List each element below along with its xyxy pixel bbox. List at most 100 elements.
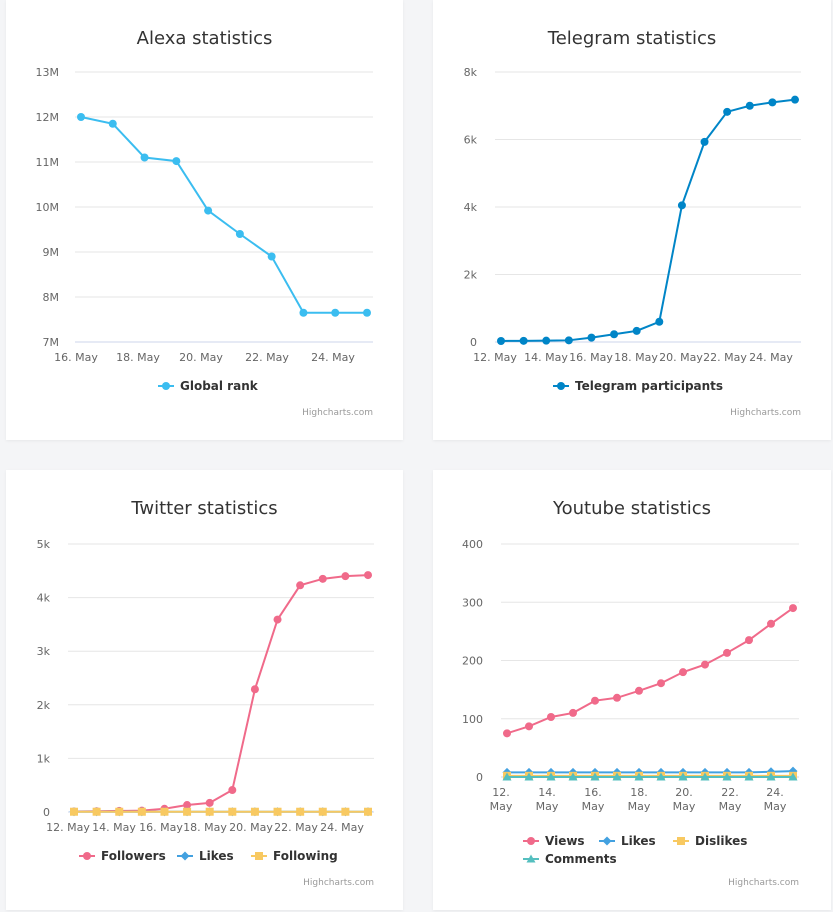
youtube-x-tick-label-line: 14. xyxy=(538,786,556,799)
twitter-followers-point xyxy=(205,798,214,807)
alexa-x-tick-label: 20. May xyxy=(179,351,223,364)
telegram-y-tick-label: 6k xyxy=(464,134,478,147)
twitter-chart-title: Twitter statistics xyxy=(130,498,277,519)
alexa-global-rank-series-line xyxy=(80,116,367,314)
youtube-views-point xyxy=(789,604,797,613)
telegram-telegram-participants-point xyxy=(700,137,709,146)
twitter-followers-point xyxy=(364,571,372,580)
twitter-followers-legend-symbol xyxy=(83,852,91,860)
telegram-y-tick-label: 0 xyxy=(470,336,477,349)
alexa-global-rank-point xyxy=(235,230,244,238)
twitter-y-tick-label: 3k xyxy=(37,645,51,658)
alexa-y-tick-label: 10M xyxy=(36,201,60,214)
twitter-followers-point xyxy=(318,574,327,583)
twitter-x-tick-label: 16. May xyxy=(139,821,183,834)
youtube-x-tick-label-line: May xyxy=(536,800,559,813)
youtube-y-tick-label: 100 xyxy=(462,713,483,726)
youtube-x-tick-label-line: May xyxy=(490,800,513,813)
alexa-credits-text: Highcharts.com xyxy=(302,408,373,418)
twitter-following-point xyxy=(250,807,259,816)
youtube-views-point xyxy=(701,660,709,669)
alexa-y-tick-label: 9M xyxy=(43,246,60,259)
twitter-chart-card: Twitter statistics 0 1k 2k 3k 4k 5k 12. May 14. … xyxy=(6,470,403,910)
youtube-dislikes-legend-symbol xyxy=(677,837,685,845)
telegram-x-tick-label: 24. May xyxy=(749,351,793,364)
twitter-x-tick-label: 18. May xyxy=(183,821,227,834)
youtube-views-point xyxy=(547,713,555,722)
twitter-y-tick-label: 5k xyxy=(37,538,51,551)
youtube-y-tick-label: 400 xyxy=(462,538,483,551)
telegram-telegram-participants-point xyxy=(497,336,505,345)
twitter-following-legend-symbol xyxy=(255,852,263,860)
youtube-likes-legend-label: Likes xyxy=(621,834,656,848)
twitter-y-tick-label: 1k xyxy=(37,752,51,765)
telegram-chart: Telegram statistics 0 2k 4k 6k 8k 12. May 14. M… xyxy=(464,28,801,418)
twitter-followers-point xyxy=(250,685,259,694)
twitter-following-point xyxy=(273,807,282,816)
youtube-x-tick-label-line: May xyxy=(764,800,787,813)
telegram-telegram-participants-series-line xyxy=(500,98,796,342)
telegram-x-tick-label: 14. May xyxy=(524,351,568,364)
telegram-y-tick-label: 4k xyxy=(464,201,478,214)
telegram-telegram-participants-point xyxy=(542,336,551,345)
alexa-y-tick-label: 12M xyxy=(36,111,60,124)
youtube-x-tick-label-line: 20. xyxy=(675,786,693,799)
youtube-views-point xyxy=(679,668,687,677)
youtube-x-tick-label: 20. May xyxy=(673,786,696,813)
youtube-comments-point xyxy=(722,772,732,781)
twitter-following-point xyxy=(341,807,350,816)
twitter-y-tick-label: 0 xyxy=(43,806,50,819)
telegram-chart-title: Telegram statistics xyxy=(547,28,716,49)
telegram-telegram-participants-point xyxy=(768,98,777,107)
twitter-likes-legend-label: Likes xyxy=(199,849,234,863)
twitter-followers-series-line xyxy=(73,574,369,813)
telegram-x-tick-label: 18. May xyxy=(614,351,658,364)
alexa-global-rank-point xyxy=(77,113,85,121)
twitter-followers-point xyxy=(296,581,305,590)
youtube-views-point xyxy=(503,729,511,738)
alexa-chart-title: Alexa statistics xyxy=(137,28,273,49)
twitter-following-point xyxy=(92,807,101,816)
telegram-telegram-participants-point xyxy=(745,101,754,110)
alexa-global-rank-legend-symbol xyxy=(162,382,170,390)
telegram-x-tick-label: 12. May xyxy=(473,351,517,364)
youtube-x-tick-label-line: 22. xyxy=(721,786,739,799)
telegram-telegram-participants-legend-label: Telegram participants xyxy=(575,379,723,393)
youtube-x-tick-label: 22. May xyxy=(719,786,742,813)
telegram-telegram-participants-point xyxy=(723,107,732,116)
youtube-x-tick-label-line: May xyxy=(719,800,742,813)
twitter-following-legend-label: Following xyxy=(273,849,338,863)
twitter-following-point xyxy=(137,807,146,816)
telegram-telegram-participants-point xyxy=(564,336,573,345)
twitter-x-tick-label: 22. May xyxy=(274,821,318,834)
alexa-x-tick-label: 18. May xyxy=(116,351,160,364)
youtube-comments-legend-label: Comments xyxy=(545,852,617,866)
twitter-followers-point xyxy=(273,615,282,624)
alexa-chart: Alexa statistics 7M 8M 9M 10M 11M 12M 13M 16. Ma… xyxy=(36,28,373,418)
youtube-comments-point xyxy=(788,772,798,781)
alexa-y-tick-label: 7M xyxy=(43,336,60,349)
alexa-y-tick-label: 11M xyxy=(36,156,60,169)
alexa-global-rank-point xyxy=(172,157,181,166)
youtube-comments-point xyxy=(502,772,512,781)
twitter-x-tick-label: 12. May xyxy=(46,821,90,834)
alexa-global-rank-point xyxy=(108,119,117,128)
telegram-telegram-participants-point xyxy=(610,330,619,339)
telegram-telegram-participants-legend-symbol xyxy=(557,382,565,390)
twitter-following-point xyxy=(228,807,237,816)
youtube-views-legend-symbol xyxy=(527,837,535,845)
youtube-chart-card: Youtube statistics 0 100 200 300 400 12. May 14.… xyxy=(433,470,831,910)
youtube-comments-point xyxy=(744,772,754,781)
twitter-x-tick-label: 20. May xyxy=(229,821,273,834)
twitter-following-point xyxy=(183,807,192,816)
twitter-following-point xyxy=(318,807,327,816)
youtube-x-tick-label-line: 16. xyxy=(584,786,602,799)
telegram-telegram-participants-point xyxy=(632,326,641,335)
telegram-telegram-participants-point xyxy=(655,317,664,326)
twitter-credits-text: Highcharts.com xyxy=(303,878,374,888)
telegram-y-tick-label: 2k xyxy=(464,269,478,282)
alexa-global-rank-legend-label: Global rank xyxy=(180,379,259,393)
twitter-following-point xyxy=(364,807,372,816)
youtube-x-tick-label: 24. May xyxy=(764,786,787,813)
